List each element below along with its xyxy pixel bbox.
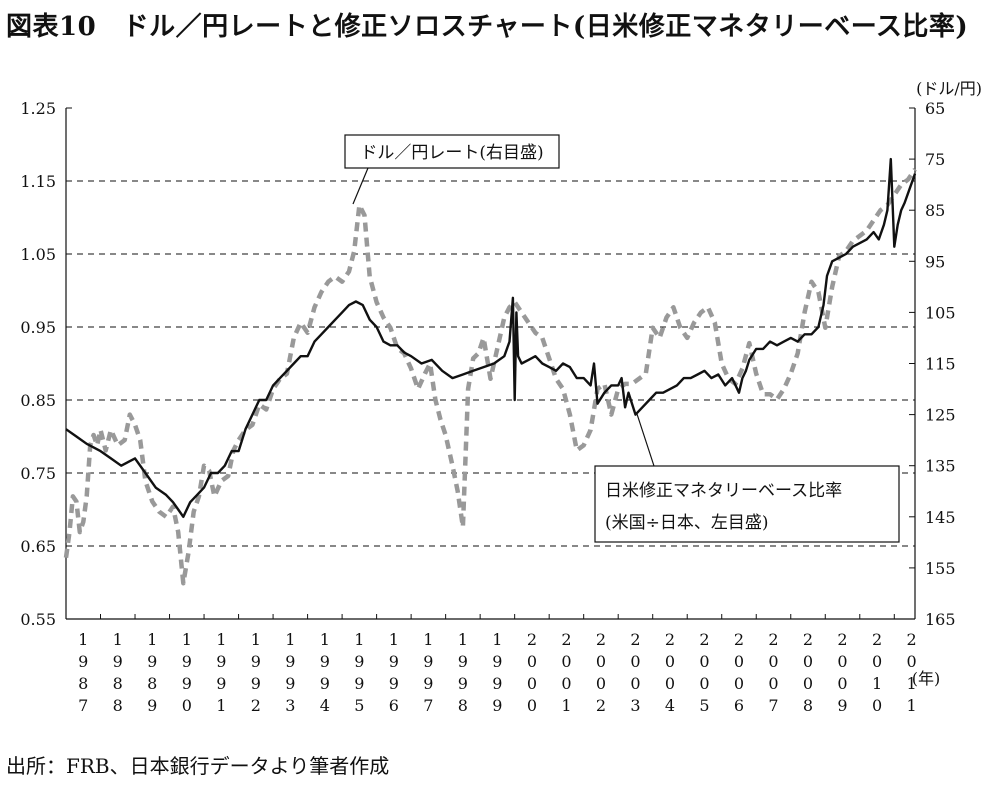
x-axis-label: (年) — [912, 669, 941, 688]
right-tick-label: 165 — [925, 610, 956, 629]
source-note: 出所：FRB、日本銀行データより筆者作成 — [6, 754, 390, 778]
right-tick-label: 155 — [925, 559, 956, 578]
series-layer — [63, 157, 917, 586]
usdjpy-dashed-line — [63, 168, 917, 586]
callout-pointer-usdjpy — [352, 167, 369, 205]
right-axis-unit: (ドル/円) — [916, 79, 982, 98]
left-tick-label: 0.55 — [20, 610, 56, 629]
right-tick-label: 125 — [925, 406, 956, 425]
left-tick-label: 0.65 — [20, 537, 56, 556]
right-tick-label: 145 — [925, 508, 956, 527]
callout-label-ratio-line1: 日米修正マネタリーベース比率 — [605, 481, 842, 501]
left-tick-label: 1.05 — [20, 245, 56, 264]
callout-box-ratio — [594, 465, 900, 543]
right-tick-label: 135 — [925, 457, 956, 476]
right-tick-label: 65 — [925, 99, 945, 118]
left-tick-label: 0.75 — [20, 464, 56, 483]
callouts: ドル／円レート(右目盛) 日米修正マネタリーベース比率 (米国÷日本、左目盛) — [344, 134, 900, 543]
callout-label-usdjpy: ドル／円レート(右目盛) — [360, 143, 543, 163]
x-axis-ticks: 1 9 8 7 1 9 8 8 1 9 8 9 1 9 9 0 1 9 9 1 1 9 9 2 1 9 9 3 1 9 9 4 1 9 9 5 1 9 9 6… — [65, 614, 941, 715]
left-tick-label: 1.15 — [20, 172, 56, 191]
right-tick-label: 115 — [925, 355, 956, 374]
chart-title: 図表10 ドル／円レートと修正ソロスチャート(日米修正マネタリーベース比率) — [6, 12, 969, 42]
left-tick-label: 0.85 — [20, 391, 56, 410]
right-tick-label: 105 — [925, 303, 956, 322]
right-tick-label: 75 — [925, 150, 945, 169]
left-axis-ticks: 1.25 1.15 1.05 0.95 0.85 0.75 0.65 0.55 — [20, 99, 72, 629]
left-tick-label: 0.95 — [20, 318, 56, 337]
chart-canvas: 1.25 1.15 1.05 0.95 0.85 0.75 0.65 0.55 65 75 85 9… — [20, 79, 982, 715]
right-tick-label: 85 — [925, 201, 945, 220]
right-tick-label: 95 — [925, 252, 945, 271]
left-tick-label: 1.25 — [20, 99, 56, 118]
right-axis-ticks: 65 75 85 95 105 115 125 135 145 155 165 (ドル/円) — [909, 79, 982, 629]
callout-pointer-ratio — [636, 413, 655, 467]
callout-label-ratio-line2: (米国÷日本、左目盛) — [605, 513, 769, 533]
callout-box-usdjpy — [344, 134, 560, 169]
monetary-base-ratio-line — [65, 157, 917, 518]
